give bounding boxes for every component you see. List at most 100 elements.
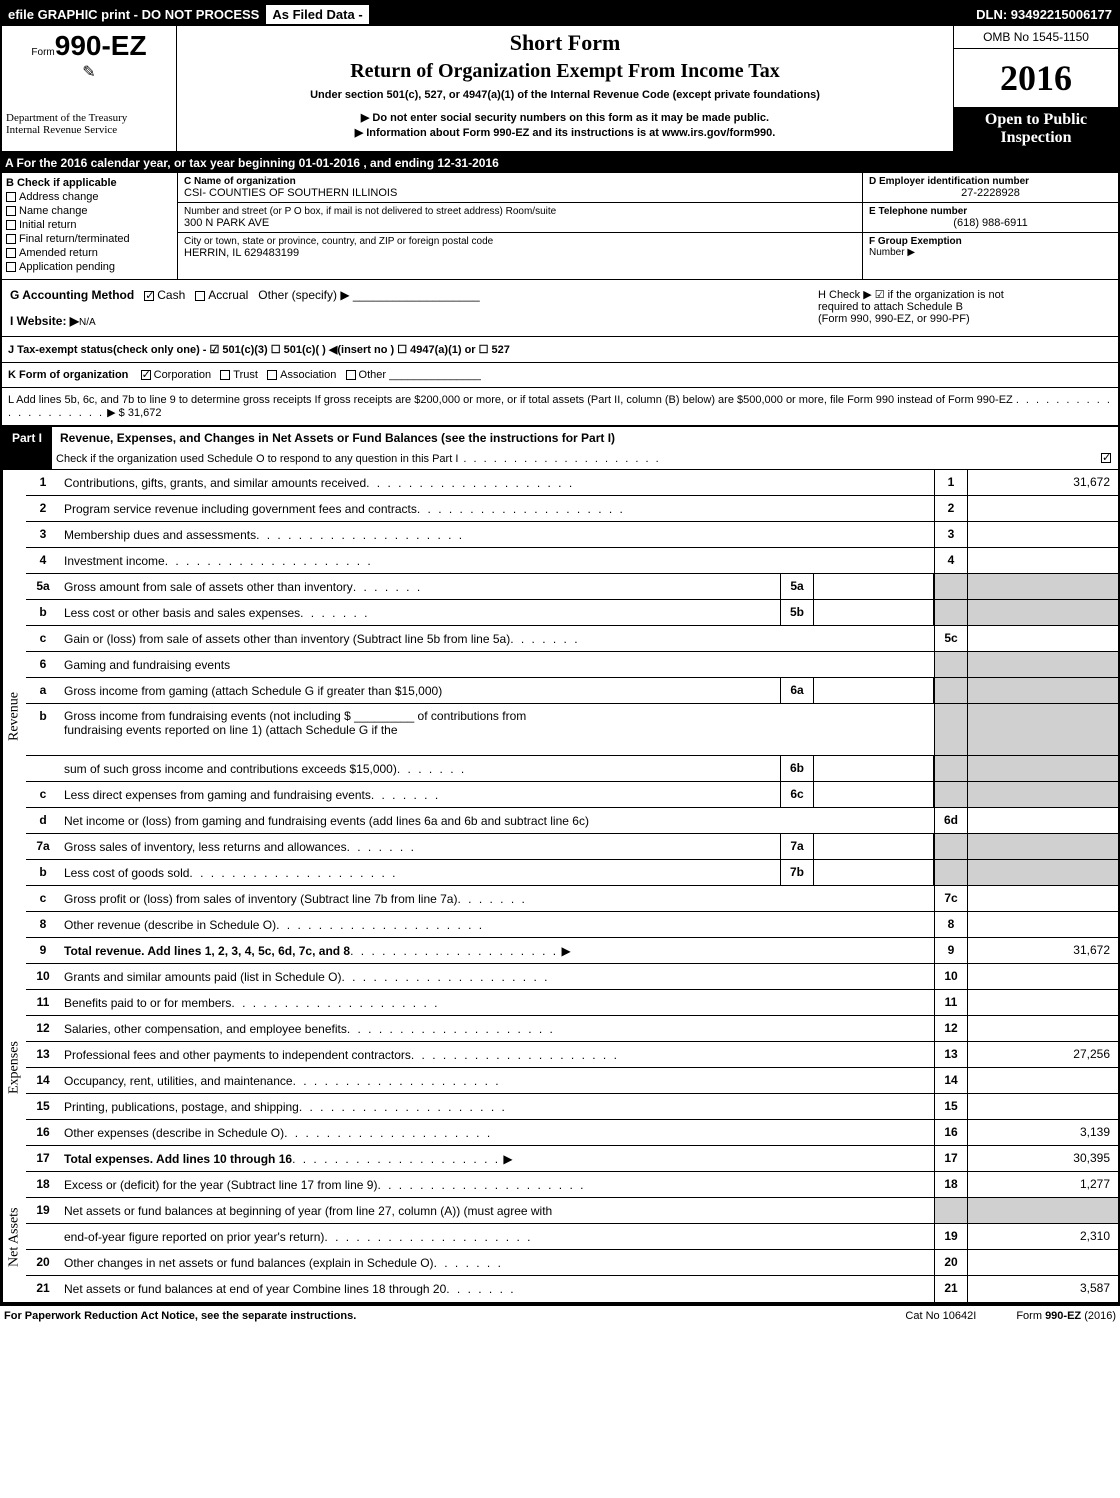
ein-row: D Employer identification number 27-2228…: [863, 173, 1118, 203]
line-6c: c Less direct expenses from gaming and f…: [26, 782, 1118, 808]
c-label: C Name of organization: [184, 176, 856, 187]
revenue-label: Revenue: [2, 470, 26, 964]
i-value: N/A: [79, 317, 96, 328]
val-14: [968, 1068, 1118, 1093]
phone-row: E Telephone number (618) 988-6911: [863, 203, 1118, 233]
line-2: 2 Program service revenue including gove…: [26, 496, 1118, 522]
gh-left: G Accounting Method Cash Accrual Other (…: [6, 284, 814, 332]
section-b: B Check if applicable Address change Nam…: [2, 173, 1118, 280]
phone-value: (618) 988-6911: [869, 217, 1112, 229]
line-21: 21 Net assets or fund balances at end of…: [26, 1276, 1118, 1302]
row-l: L Add lines 5b, 6c, and 7b to line 9 to …: [2, 388, 1118, 427]
short-form-title: Short Form: [181, 30, 949, 56]
org-column: C Name of organization CSI- COUNTIES OF …: [177, 173, 863, 279]
cb-corp[interactable]: [141, 370, 151, 380]
line-6d: d Net income or (loss) from gaming and f…: [26, 808, 1118, 834]
val-8: [968, 912, 1118, 937]
val-12: [968, 1016, 1118, 1041]
line-9: 9 Total revenue. Add lines 1, 2, 3, 4, 5…: [26, 938, 1118, 964]
line-20: 20 Other changes in net assets or fund b…: [26, 1250, 1118, 1276]
cb-pending[interactable]: Application pending: [6, 261, 173, 273]
line-6: 6 Gaming and fundraising events: [26, 652, 1118, 678]
val-2: [968, 496, 1118, 521]
as-filed-label: As Filed Data -: [265, 4, 369, 25]
line-17: 17 Total expenses. Add lines 10 through …: [26, 1146, 1118, 1172]
revenue-lines: 1 Contributions, gifts, grants, and simi…: [26, 470, 1118, 964]
cb-schedule-o[interactable]: [1101, 453, 1111, 463]
line-19a: 19 Net assets or fund balances at beginn…: [26, 1198, 1118, 1224]
netassets-area: Net Assets 18 Excess or (deficit) for th…: [2, 1172, 1118, 1304]
cb-name[interactable]: Name change: [6, 205, 173, 217]
cb-final[interactable]: Final return/terminated: [6, 233, 173, 245]
form-number: 990-EZ: [55, 30, 147, 61]
line-14: 14 Occupancy, rent, utilities, and maint…: [26, 1068, 1118, 1094]
g-label: G Accounting Method: [10, 288, 134, 302]
cb-other[interactable]: [346, 370, 356, 380]
header-left: Form990-EZ ✎ Department of the Treasury …: [2, 26, 177, 151]
line-19b: end-of-year figure reported on prior yea…: [26, 1224, 1118, 1250]
return-title: Return of Organization Exempt From Incom…: [181, 60, 949, 83]
row-gh: G Accounting Method Cash Accrual Other (…: [2, 280, 1118, 337]
org-city-row: City or town, state or province, country…: [178, 233, 862, 262]
footer-left: For Paperwork Reduction Act Notice, see …: [4, 1310, 356, 1322]
val-9: 31,672: [968, 938, 1118, 963]
val-3: [968, 522, 1118, 547]
line-10: 10 Grants and similar amounts paid (list…: [26, 964, 1118, 990]
h-line3: (Form 990, 990-EZ, or 990-PF): [818, 313, 1110, 325]
line-6a: a Gross income from gaming (attach Sched…: [26, 678, 1118, 704]
ez-icon: ✎: [6, 62, 172, 82]
i-website: I Website: ▶N/A: [10, 314, 810, 328]
line-7c: c Gross profit or (loss) from sales of i…: [26, 886, 1118, 912]
val-13: 27,256: [968, 1042, 1118, 1067]
expenses-label: Expenses: [2, 964, 26, 1172]
e-label: E Telephone number: [869, 206, 1112, 217]
cb-accrual[interactable]: [195, 291, 205, 301]
row-k: K Form of organization Corporation Trust…: [2, 363, 1118, 388]
line-4: 4 Investment income 4: [26, 548, 1118, 574]
cb-cash[interactable]: [144, 291, 154, 301]
part1-check: Check if the organization used Schedule …: [52, 449, 1118, 469]
line-15: 15 Printing, publications, postage, and …: [26, 1094, 1118, 1120]
line-5a: 5a Gross amount from sale of assets othe…: [26, 574, 1118, 600]
k-label: K Form of organization: [8, 369, 128, 381]
line-6b-1: b Gross income from fundraising events (…: [26, 704, 1118, 756]
gh-right: H Check ▶ ☑ if the organization is not r…: [814, 284, 1114, 332]
h-line1: H Check ▶ ☑ if the organization is not: [818, 288, 1110, 301]
val-18: 1,277: [968, 1172, 1118, 1197]
street-label: Number and street (or P O box, if mail i…: [184, 206, 856, 217]
line-6b-2: sum of such gross income and contributio…: [26, 756, 1118, 782]
header-mid: Short Form Return of Organization Exempt…: [177, 26, 953, 151]
form-container: efile GRAPHIC print - DO NOT PROCESS As …: [0, 0, 1120, 1306]
irs-label: Internal Revenue Service: [6, 124, 172, 136]
val-20: [968, 1250, 1118, 1275]
line-5c: c Gain or (loss) from sale of assets oth…: [26, 626, 1118, 652]
val-11: [968, 990, 1118, 1015]
under-section: Under section 501(c), 527, or 4947(a)(1)…: [181, 89, 949, 101]
dln-label: DLN: 93492215006177: [970, 5, 1118, 24]
j-text: J Tax-exempt status(check only one) - ☑ …: [8, 344, 510, 356]
val-4: [968, 548, 1118, 573]
val-6d: [968, 808, 1118, 833]
val-10: [968, 964, 1118, 989]
cb-assoc[interactable]: [267, 370, 277, 380]
cb-address[interactable]: Address change: [6, 191, 173, 203]
line-3: 3 Membership dues and assessments 3: [26, 522, 1118, 548]
netassets-lines: 18 Excess or (deficit) for the year (Sub…: [26, 1172, 1118, 1302]
part1-title: Revenue, Expenses, and Changes in Net As…: [52, 427, 1118, 449]
org-street-row: Number and street (or P O box, if mail i…: [178, 203, 862, 233]
cb-amended[interactable]: Amended return: [6, 247, 173, 259]
form-prefix: Form: [31, 47, 54, 58]
cb-initial[interactable]: Initial return: [6, 219, 173, 231]
cb-trust[interactable]: [220, 370, 230, 380]
d-label: D Employer identification number: [869, 176, 1112, 187]
do-not-enter: ▶ Do not enter social security numbers o…: [181, 111, 949, 124]
f-label: F Group Exemption: [869, 236, 1112, 247]
line-11: 11 Benefits paid to or for members 11: [26, 990, 1118, 1016]
footer-right: Form 990-EZ (2016): [1016, 1310, 1116, 1322]
line-12: 12 Salaries, other compensation, and emp…: [26, 1016, 1118, 1042]
efile-label: efile GRAPHIC print - DO NOT PROCESS: [2, 5, 265, 24]
line-18: 18 Excess or (deficit) for the year (Sub…: [26, 1172, 1118, 1198]
val-21: 3,587: [968, 1276, 1118, 1302]
l-arrow: ▶ $ 31,672: [107, 407, 161, 419]
footer-mid: Cat No 10642I: [905, 1310, 976, 1322]
